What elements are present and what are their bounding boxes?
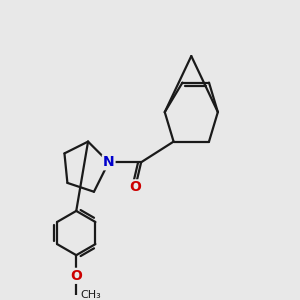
Text: CH₃: CH₃ [81, 290, 101, 300]
Text: N: N [103, 155, 115, 169]
Text: O: O [70, 269, 82, 283]
Text: O: O [129, 180, 141, 194]
